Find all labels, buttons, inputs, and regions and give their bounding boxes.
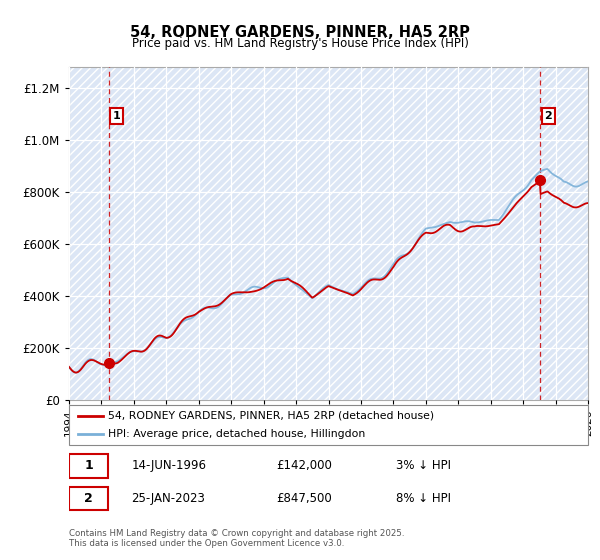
Bar bbox=[69, 454, 108, 478]
Text: 54, RODNEY GARDENS, PINNER, HA5 2RP: 54, RODNEY GARDENS, PINNER, HA5 2RP bbox=[130, 25, 470, 40]
Text: This data is licensed under the Open Government Licence v3.0.: This data is licensed under the Open Gov… bbox=[69, 539, 344, 548]
Text: Price paid vs. HM Land Registry's House Price Index (HPI): Price paid vs. HM Land Registry's House … bbox=[131, 37, 469, 50]
Text: 25-JAN-2023: 25-JAN-2023 bbox=[131, 492, 205, 505]
Text: 8% ↓ HPI: 8% ↓ HPI bbox=[396, 492, 451, 505]
Text: 3% ↓ HPI: 3% ↓ HPI bbox=[396, 459, 451, 473]
Text: £847,500: £847,500 bbox=[277, 492, 332, 505]
Text: 14-JUN-1996: 14-JUN-1996 bbox=[131, 459, 206, 473]
Text: Contains HM Land Registry data © Crown copyright and database right 2025.: Contains HM Land Registry data © Crown c… bbox=[69, 529, 404, 538]
Text: 54, RODNEY GARDENS, PINNER, HA5 2RP (detached house): 54, RODNEY GARDENS, PINNER, HA5 2RP (det… bbox=[108, 411, 434, 421]
Text: 1: 1 bbox=[113, 111, 121, 122]
Bar bbox=[69, 487, 108, 510]
Text: £142,000: £142,000 bbox=[277, 459, 332, 473]
Text: 2: 2 bbox=[84, 492, 93, 505]
Text: HPI: Average price, detached house, Hillingdon: HPI: Average price, detached house, Hill… bbox=[108, 430, 365, 439]
Text: 1: 1 bbox=[84, 459, 93, 473]
Text: 2: 2 bbox=[545, 111, 552, 122]
